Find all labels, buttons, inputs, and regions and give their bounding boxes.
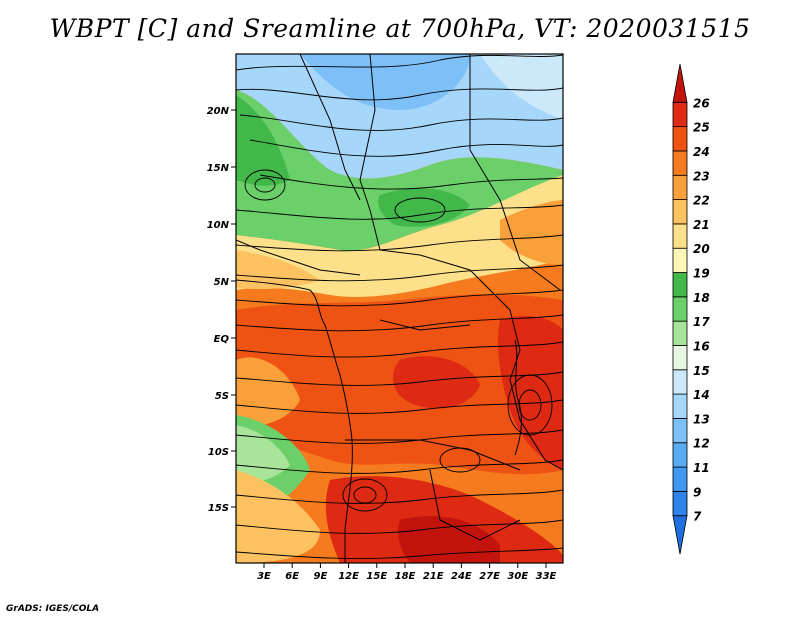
- lat-tick-label: 20N: [207, 106, 230, 117]
- lon-tick-label: 9E: [314, 571, 328, 582]
- lon-tick-label: 12E: [338, 571, 359, 582]
- colorbar-segment: [672, 101, 688, 128]
- colorbar-label: 21: [693, 218, 710, 232]
- colorbar-segment: [672, 296, 688, 322]
- colorbar-label: 18: [693, 291, 710, 305]
- colorbar-label: 20: [693, 242, 710, 256]
- colorbar-label: 14: [693, 388, 710, 402]
- lon-tick-label: 27E: [479, 571, 500, 582]
- lon-tick-label: 18E: [395, 571, 416, 582]
- lon-tick-label: 24E: [451, 571, 472, 582]
- lat-tick-label: 10N: [207, 220, 230, 231]
- lat-tick-label: EQ: [214, 334, 230, 345]
- colorbar-segment: [672, 150, 688, 176]
- map-title: WBPT [C] and Sreamline at 700hPa, VT: 20…: [49, 14, 751, 43]
- lon-tick-label: 21E: [423, 571, 444, 582]
- colorbar-segment: [672, 63, 688, 103]
- lon-tick-label: 33E: [536, 571, 557, 582]
- latitude-axis: 20N 15N 10N 5N EQ 5S 10S 15S: [207, 106, 236, 514]
- colorbar-segment: [672, 174, 688, 200]
- colorbar-label: 24: [693, 145, 710, 159]
- lon-tick-label: 6E: [285, 571, 299, 582]
- lon-tick-label: 30E: [507, 571, 528, 582]
- colorbar-segment: [672, 247, 688, 273]
- colorbar-label: 15: [693, 364, 710, 378]
- colorbar-label: 16: [693, 339, 710, 353]
- colorbar-segment: [672, 369, 688, 395]
- colorbar: 7 9 11 12 13 14 15 16 17 18 19 20 21 22 23 24 25 26: [672, 63, 710, 555]
- lat-tick-label: 5N: [214, 277, 230, 288]
- colorbar-segment: [672, 418, 688, 444]
- colorbar-label: 26: [693, 96, 710, 110]
- colorbar-label: 13: [693, 412, 710, 426]
- colorbar-segment: [672, 223, 688, 249]
- colorbar-label: 17: [693, 315, 710, 329]
- streamlines: [236, 54, 563, 559]
- longitude-axis: 3E 6E 9E 12E 15E 18E 21E 24E 27E 30E 33E: [257, 563, 557, 582]
- colorbar-label: 7: [693, 510, 702, 524]
- colorbar-segment: [672, 345, 688, 371]
- colorbar-label: 22: [693, 194, 710, 208]
- lat-tick-label: 15S: [208, 503, 229, 514]
- colorbar-segment: [672, 272, 688, 298]
- lon-tick-label: 15E: [366, 571, 387, 582]
- wbpt-field: [236, 54, 563, 563]
- colorbar-segment: [672, 490, 688, 517]
- colorbar-label: 11: [693, 461, 710, 475]
- colorbar-segment: [672, 126, 688, 152]
- lat-tick-label: 5S: [215, 391, 229, 402]
- country-borders: [236, 54, 563, 563]
- colorbar-segment: [672, 466, 688, 492]
- colorbar-label: 9: [693, 485, 701, 499]
- colorbar-segment: [672, 442, 688, 468]
- colorbar-label: 25: [693, 121, 710, 135]
- colorbar-label: 23: [693, 169, 710, 183]
- footer-credit: GrADS: IGES/COLA: [6, 604, 100, 614]
- lat-tick-label: 15N: [207, 163, 230, 174]
- colorbar-segment: [672, 393, 688, 419]
- lon-tick-label: 3E: [257, 571, 271, 582]
- map-frame: [235, 53, 564, 564]
- colorbar-segment: [672, 320, 688, 346]
- colorbar-label: 19: [693, 267, 710, 281]
- colorbar-segment: [672, 199, 688, 225]
- colorbar-label: 12: [693, 437, 710, 451]
- colorbar-segment: [672, 515, 688, 555]
- lat-tick-label: 10S: [208, 447, 229, 458]
